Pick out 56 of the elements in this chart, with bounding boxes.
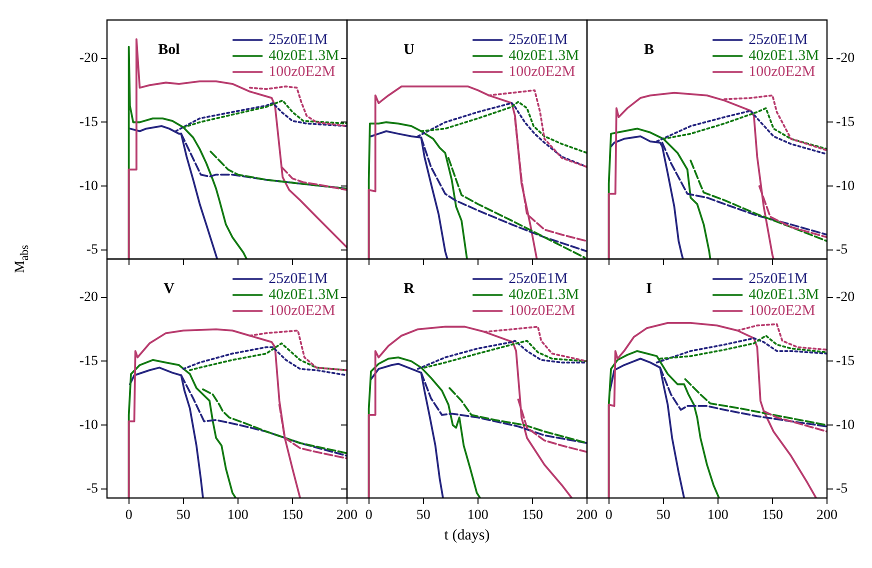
legend-label: 25z0E1M [268, 32, 328, 48]
x-tick-label: 50 [176, 508, 190, 524]
y-tick-label: -5 [836, 242, 848, 258]
legend-label: 25z0E1M [268, 270, 328, 287]
x-tick-label: 200 [576, 508, 598, 524]
legend-label: 100z0E2M [748, 302, 816, 319]
y-tick-label: -5 [836, 482, 848, 497]
x-tick-label: 0 [605, 508, 612, 524]
y-tick-label: -10 [836, 178, 855, 194]
y-tick-label: -15 [836, 114, 855, 130]
y-tick-label: -15 [836, 354, 855, 369]
y-tick-label: -10 [79, 178, 98, 194]
x-tick-label: 150 [282, 508, 303, 524]
y-tick-label: -20 [79, 290, 98, 306]
y-tick-label: -20 [836, 290, 855, 306]
y-tick-label: -10 [79, 418, 98, 433]
x-axis-title: t (days) [444, 528, 490, 544]
text: B [644, 42, 654, 58]
legend-label: 40z0E1.3M [508, 48, 580, 64]
x-tick-label: 100 [227, 508, 248, 524]
y-tick-label: -15 [79, 354, 98, 369]
y-tick-label: -15 [79, 114, 98, 130]
legend-label: 100z0E2M [748, 64, 816, 80]
x-tick-label: 100 [707, 508, 728, 524]
legend-label: 100z0E2M [268, 64, 336, 80]
legend-label: 40z0E1.3M [748, 48, 820, 64]
legend-label: 100z0E2M [508, 302, 576, 319]
x-tick-label: 150 [522, 508, 543, 524]
legend-label: 25z0E1M [748, 32, 808, 48]
y-tick-label: -20 [79, 51, 98, 66]
legend-label: 100z0E2M [508, 64, 576, 80]
legend-label: 40z0E1.3M [508, 286, 580, 303]
x-tick-label: 0 [365, 508, 372, 524]
legend-label: 25z0E1M [508, 270, 568, 287]
text: I [646, 280, 652, 297]
text: Bol [158, 42, 180, 58]
x-tick-label: 100 [467, 508, 488, 524]
y-tick-label: -20 [836, 51, 855, 66]
y-tick-label: -10 [836, 418, 855, 433]
legend-label: 100z0E2M [268, 302, 336, 319]
text: U [404, 42, 415, 58]
legend-label: 25z0E1M [508, 32, 568, 48]
x-tick-label: 150 [762, 508, 783, 524]
x-tick-label: 50 [656, 508, 670, 524]
x-tick-label: 50 [416, 508, 430, 524]
y-tick-label: -5 [86, 242, 98, 258]
text: V [164, 280, 175, 297]
legend-label: 40z0E1.3M [748, 286, 820, 303]
legend-label: 40z0E1.3M [268, 48, 340, 64]
legend-label: 40z0E1.3M [268, 286, 340, 303]
y-tick-label: -5 [86, 482, 98, 497]
text: R [404, 280, 415, 297]
x-tick-label: 0 [125, 508, 132, 524]
legend-label: 25z0E1M [748, 270, 808, 287]
x-tick-label: 200 [816, 508, 838, 524]
x-tick-label: 200 [336, 508, 358, 524]
